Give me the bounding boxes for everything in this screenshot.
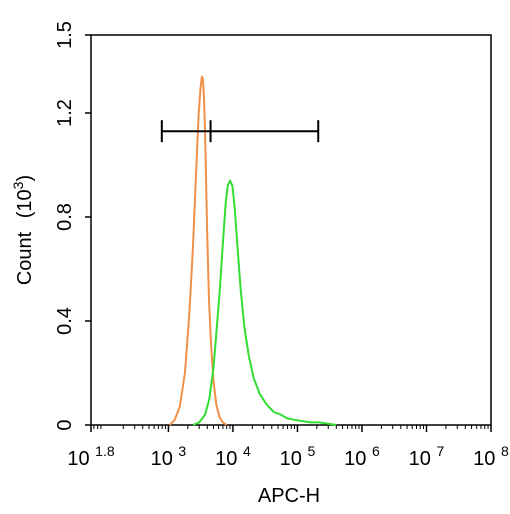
axes [90,34,492,426]
svg-text:Count (103): Count (103) [10,175,36,285]
x-axis-title: APC-H [258,485,320,507]
series-line-2 [192,179,337,426]
y-tick-label: 1.5 [54,21,76,49]
y-tick-label: 0.8 [54,203,76,231]
x-axis-ticks: 10 1.8 10 3 10 4 10 5 10 6 10 7 10 8 [67,425,509,470]
series-layer [169,75,337,426]
y-tick-label: 0.4 [54,307,76,335]
y-axis-unit-base: 10 [14,189,36,211]
x-tick-label: 10 5 [280,443,316,470]
series-line-1 [169,75,228,426]
y-axis-title: Count (103) [10,175,36,285]
x-tick-label: 10 7 [409,443,445,470]
x-tick-label: 10 3 [151,443,187,470]
plot-frame [90,34,492,426]
y-tick-label: 0 [54,419,76,430]
x-tick-label: 10 8 [473,443,509,470]
y-axis-ticks: 0 0.4 0.8 1.2 1.5 [54,21,91,431]
gate-layer [160,120,320,143]
x-tick-label: 10 4 [215,443,251,470]
x-tick-label: 10 6 [344,443,380,470]
y-axis-unit-exp: 3 [10,181,26,189]
y-tick-label: 1.2 [54,99,76,127]
y-axis-title-text: Count [14,231,36,285]
x-tick-label: 10 1.8 [67,443,114,470]
